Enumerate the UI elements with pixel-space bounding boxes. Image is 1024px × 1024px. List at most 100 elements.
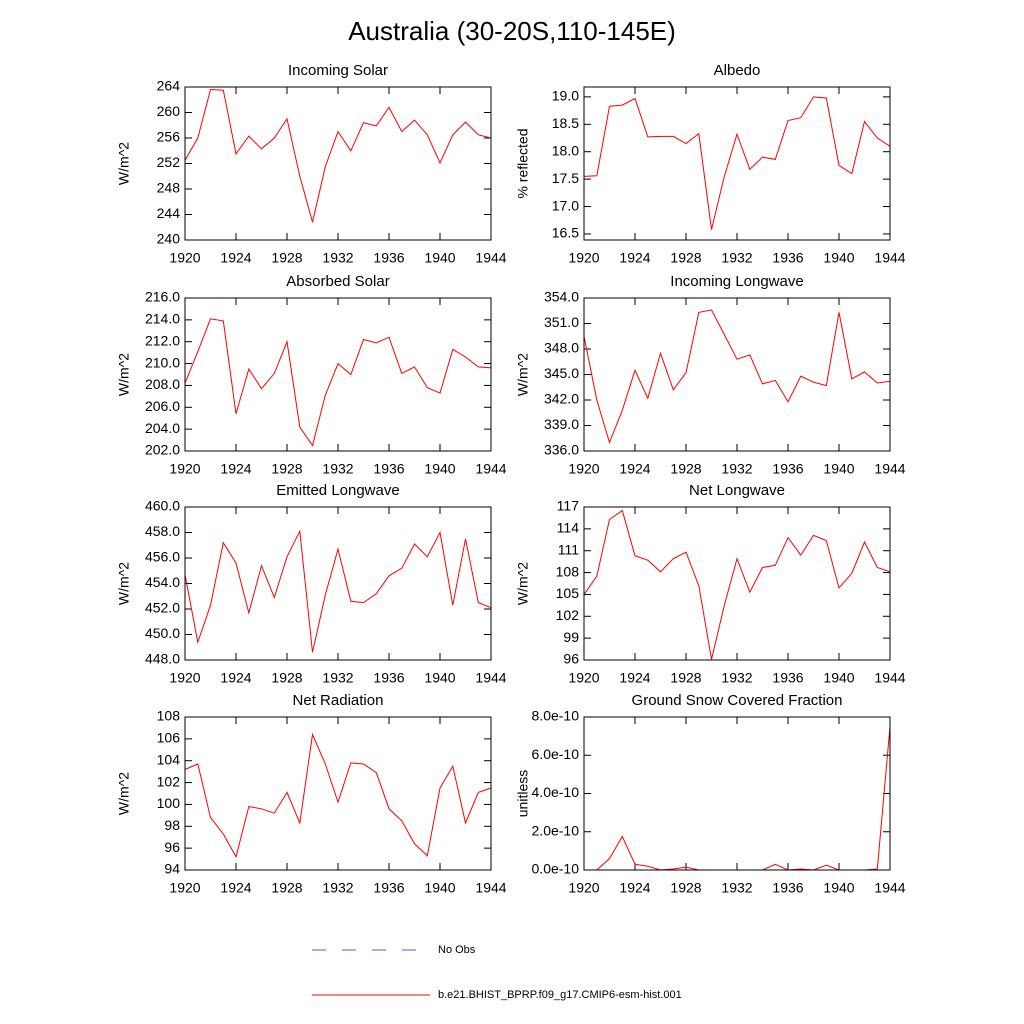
x-tick-label: 1924 <box>619 880 650 896</box>
y-axis-label: W/m^2 <box>116 142 132 185</box>
x-tick-label: 1932 <box>322 250 353 266</box>
plot-frame <box>184 297 492 452</box>
y-tick-label: 240 <box>157 231 181 247</box>
y-tick-label: 100 <box>157 795 181 811</box>
y-axis-label: W/m^2 <box>116 562 132 605</box>
y-tick-label: 351.0 <box>544 314 579 330</box>
y-tick-label: 0.0e-10 <box>532 861 580 877</box>
x-tick-label: 1944 <box>874 461 905 477</box>
y-axis-label: unitless <box>515 770 531 817</box>
panel-title: Ground Snow Covered Fraction <box>632 692 843 709</box>
y-tick-label: 214.0 <box>145 311 180 327</box>
x-tick-label: 1920 <box>169 880 200 896</box>
y-tick-label: 18.5 <box>552 115 579 131</box>
x-tick-label: 1940 <box>424 880 455 896</box>
x-tick-label: 1920 <box>169 461 200 477</box>
x-tick-label: 1924 <box>220 461 251 477</box>
y-axis-label: W/m^2 <box>515 353 531 396</box>
x-tick-label: 1924 <box>619 461 650 477</box>
x-tick-label: 1936 <box>373 250 404 266</box>
data-line <box>184 318 492 447</box>
data-line <box>583 96 891 230</box>
x-tick-label: 1940 <box>424 250 455 266</box>
y-axis-label: W/m^2 <box>116 772 132 815</box>
data-line <box>184 529 492 653</box>
y-tick-label: 18.0 <box>552 142 579 158</box>
y-tick-label: 448.0 <box>145 651 180 667</box>
y-tick-label: 108 <box>556 563 580 579</box>
x-tick-label: 1940 <box>823 461 854 477</box>
x-tick-label: 1920 <box>169 670 200 686</box>
x-tick-label: 1936 <box>373 880 404 896</box>
x-tick-label: 1928 <box>271 880 302 896</box>
y-tick-label: 104 <box>157 751 181 767</box>
y-tick-label: 105 <box>556 585 580 601</box>
x-tick-label: 1940 <box>424 670 455 686</box>
x-tick-label: 1932 <box>322 670 353 686</box>
x-tick-label: 1924 <box>220 880 251 896</box>
y-tick-label: 111 <box>558 541 579 557</box>
y-axis-label: W/m^2 <box>116 353 132 396</box>
plot-frame <box>583 506 891 661</box>
plot-frame <box>583 716 891 871</box>
y-tick-label: 102 <box>556 607 580 623</box>
y-tick-label: 454.0 <box>145 574 180 590</box>
panel-title: Net Longwave <box>689 482 785 499</box>
y-tick-label: 252 <box>157 154 181 170</box>
y-tick-label: 256 <box>157 129 181 145</box>
y-tick-label: 106 <box>157 730 181 746</box>
x-tick-label: 1928 <box>271 670 302 686</box>
y-tick-label: 264 <box>157 78 181 94</box>
y-tick-label: 342.0 <box>544 391 579 407</box>
legend-label: b.e21.BHIST_BPRP.f09_g17.CMIP6-esm-hist.… <box>438 989 682 1001</box>
y-tick-label: 94 <box>164 861 180 877</box>
y-axis-label: W/m^2 <box>515 562 531 605</box>
y-tick-label: 2.0e-10 <box>532 822 580 838</box>
x-tick-label: 1944 <box>874 880 905 896</box>
x-tick-label: 1944 <box>475 461 506 477</box>
y-tick-label: 260 <box>157 103 181 119</box>
y-tick-label: 456.0 <box>145 549 180 565</box>
panel-title: Absorbed Solar <box>286 273 389 290</box>
y-tick-label: 202.0 <box>145 442 180 458</box>
x-tick-label: 1932 <box>322 880 353 896</box>
x-tick-label: 1924 <box>619 250 650 266</box>
panel-title: Incoming Solar <box>288 62 388 79</box>
x-tick-label: 1944 <box>874 250 905 266</box>
y-tick-label: 6.0e-10 <box>532 746 580 762</box>
x-tick-label: 1920 <box>169 250 200 266</box>
x-tick-label: 1928 <box>670 880 701 896</box>
y-tick-label: 96 <box>164 839 180 855</box>
y-tick-label: 99 <box>563 629 579 645</box>
x-tick-label: 1932 <box>721 670 752 686</box>
y-axis-label: % reflected <box>515 128 531 198</box>
x-tick-label: 1944 <box>874 670 905 686</box>
x-tick-label: 1932 <box>721 461 752 477</box>
x-tick-label: 1936 <box>772 461 803 477</box>
y-tick-label: 17.5 <box>552 170 579 186</box>
data-line <box>583 309 891 445</box>
y-tick-label: 8.0e-10 <box>532 708 580 724</box>
x-tick-label: 1944 <box>475 250 506 266</box>
panel-title: Incoming Longwave <box>670 273 803 290</box>
plot-frame <box>184 716 492 871</box>
y-tick-label: 17.0 <box>552 197 579 213</box>
y-tick-label: 212.0 <box>145 332 180 348</box>
legend-label: No Obs <box>438 944 476 956</box>
y-tick-label: 210.0 <box>145 354 180 370</box>
x-tick-label: 1928 <box>670 670 701 686</box>
y-tick-label: 216.0 <box>145 289 180 305</box>
y-tick-label: 114 <box>557 520 580 536</box>
y-tick-label: 4.0e-10 <box>532 784 580 800</box>
data-line <box>184 732 492 859</box>
y-tick-label: 450.0 <box>145 625 180 641</box>
y-tick-label: 19.0 <box>552 88 579 104</box>
x-tick-label: 1936 <box>373 670 404 686</box>
y-tick-label: 244 <box>157 205 181 221</box>
panel-title: Net Radiation <box>293 692 384 709</box>
x-tick-label: 1944 <box>475 670 506 686</box>
y-tick-label: 460.0 <box>145 498 180 514</box>
panel-title: Emitted Longwave <box>276 482 399 499</box>
